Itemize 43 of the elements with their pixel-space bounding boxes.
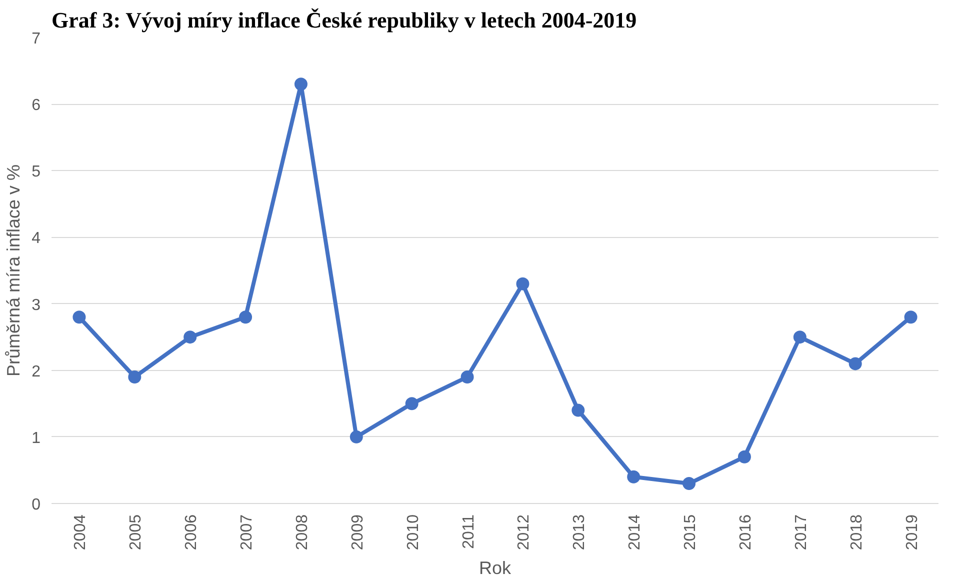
point bbox=[793, 330, 806, 344]
point bbox=[848, 357, 862, 370]
point bbox=[350, 430, 363, 444]
x-tick-label: 2018 bbox=[848, 514, 866, 550]
point bbox=[516, 277, 530, 290]
point bbox=[72, 310, 86, 324]
x-tick-label: 2007 bbox=[238, 514, 256, 550]
point bbox=[294, 78, 308, 91]
y-tick-label: 0 bbox=[32, 496, 41, 514]
y-tick-label: 3 bbox=[32, 296, 41, 314]
x-tick-label: 2006 bbox=[183, 514, 200, 550]
y-axis-title: Průměrná míra inflace v % bbox=[4, 164, 24, 377]
x-tick-label: 2013 bbox=[571, 514, 588, 550]
point bbox=[738, 450, 751, 464]
point bbox=[572, 404, 585, 417]
point bbox=[239, 310, 252, 324]
point bbox=[184, 330, 197, 344]
point bbox=[460, 370, 474, 384]
y-tick-label: 6 bbox=[32, 97, 41, 114]
point bbox=[405, 397, 418, 410]
point bbox=[904, 310, 918, 324]
point bbox=[128, 370, 142, 384]
x-tick-label: 2012 bbox=[516, 514, 533, 550]
x-tick-label: 2011 bbox=[460, 514, 478, 549]
x-tick-label: 2010 bbox=[404, 514, 422, 550]
x-tick-label: 2015 bbox=[682, 514, 700, 550]
y-tick-label: 2 bbox=[32, 363, 41, 380]
y-tick-label: 7 bbox=[32, 30, 41, 48]
x-tick-label: 2014 bbox=[626, 514, 644, 550]
point bbox=[682, 477, 696, 490]
x-tick-label: 2008 bbox=[294, 514, 311, 550]
x-tick-label: 2005 bbox=[128, 514, 145, 550]
y-tick-label: 1 bbox=[32, 430, 41, 447]
x-tick-label: 2019 bbox=[904, 514, 921, 550]
x-tick-label: 2004 bbox=[72, 514, 90, 550]
point bbox=[627, 470, 640, 484]
chart-title: Graf 3: Vývoj míry inflace České republiky v letech 2004-2019 bbox=[52, 8, 637, 32]
x-axis-title: Rok bbox=[478, 558, 512, 578]
x-tick-label: 2017 bbox=[792, 514, 810, 550]
x-tick-label: 2016 bbox=[737, 514, 754, 550]
y-tick-label: 4 bbox=[32, 230, 41, 248]
y-tick-label: 5 bbox=[32, 164, 41, 181]
x-tick-label: 2009 bbox=[349, 514, 366, 550]
